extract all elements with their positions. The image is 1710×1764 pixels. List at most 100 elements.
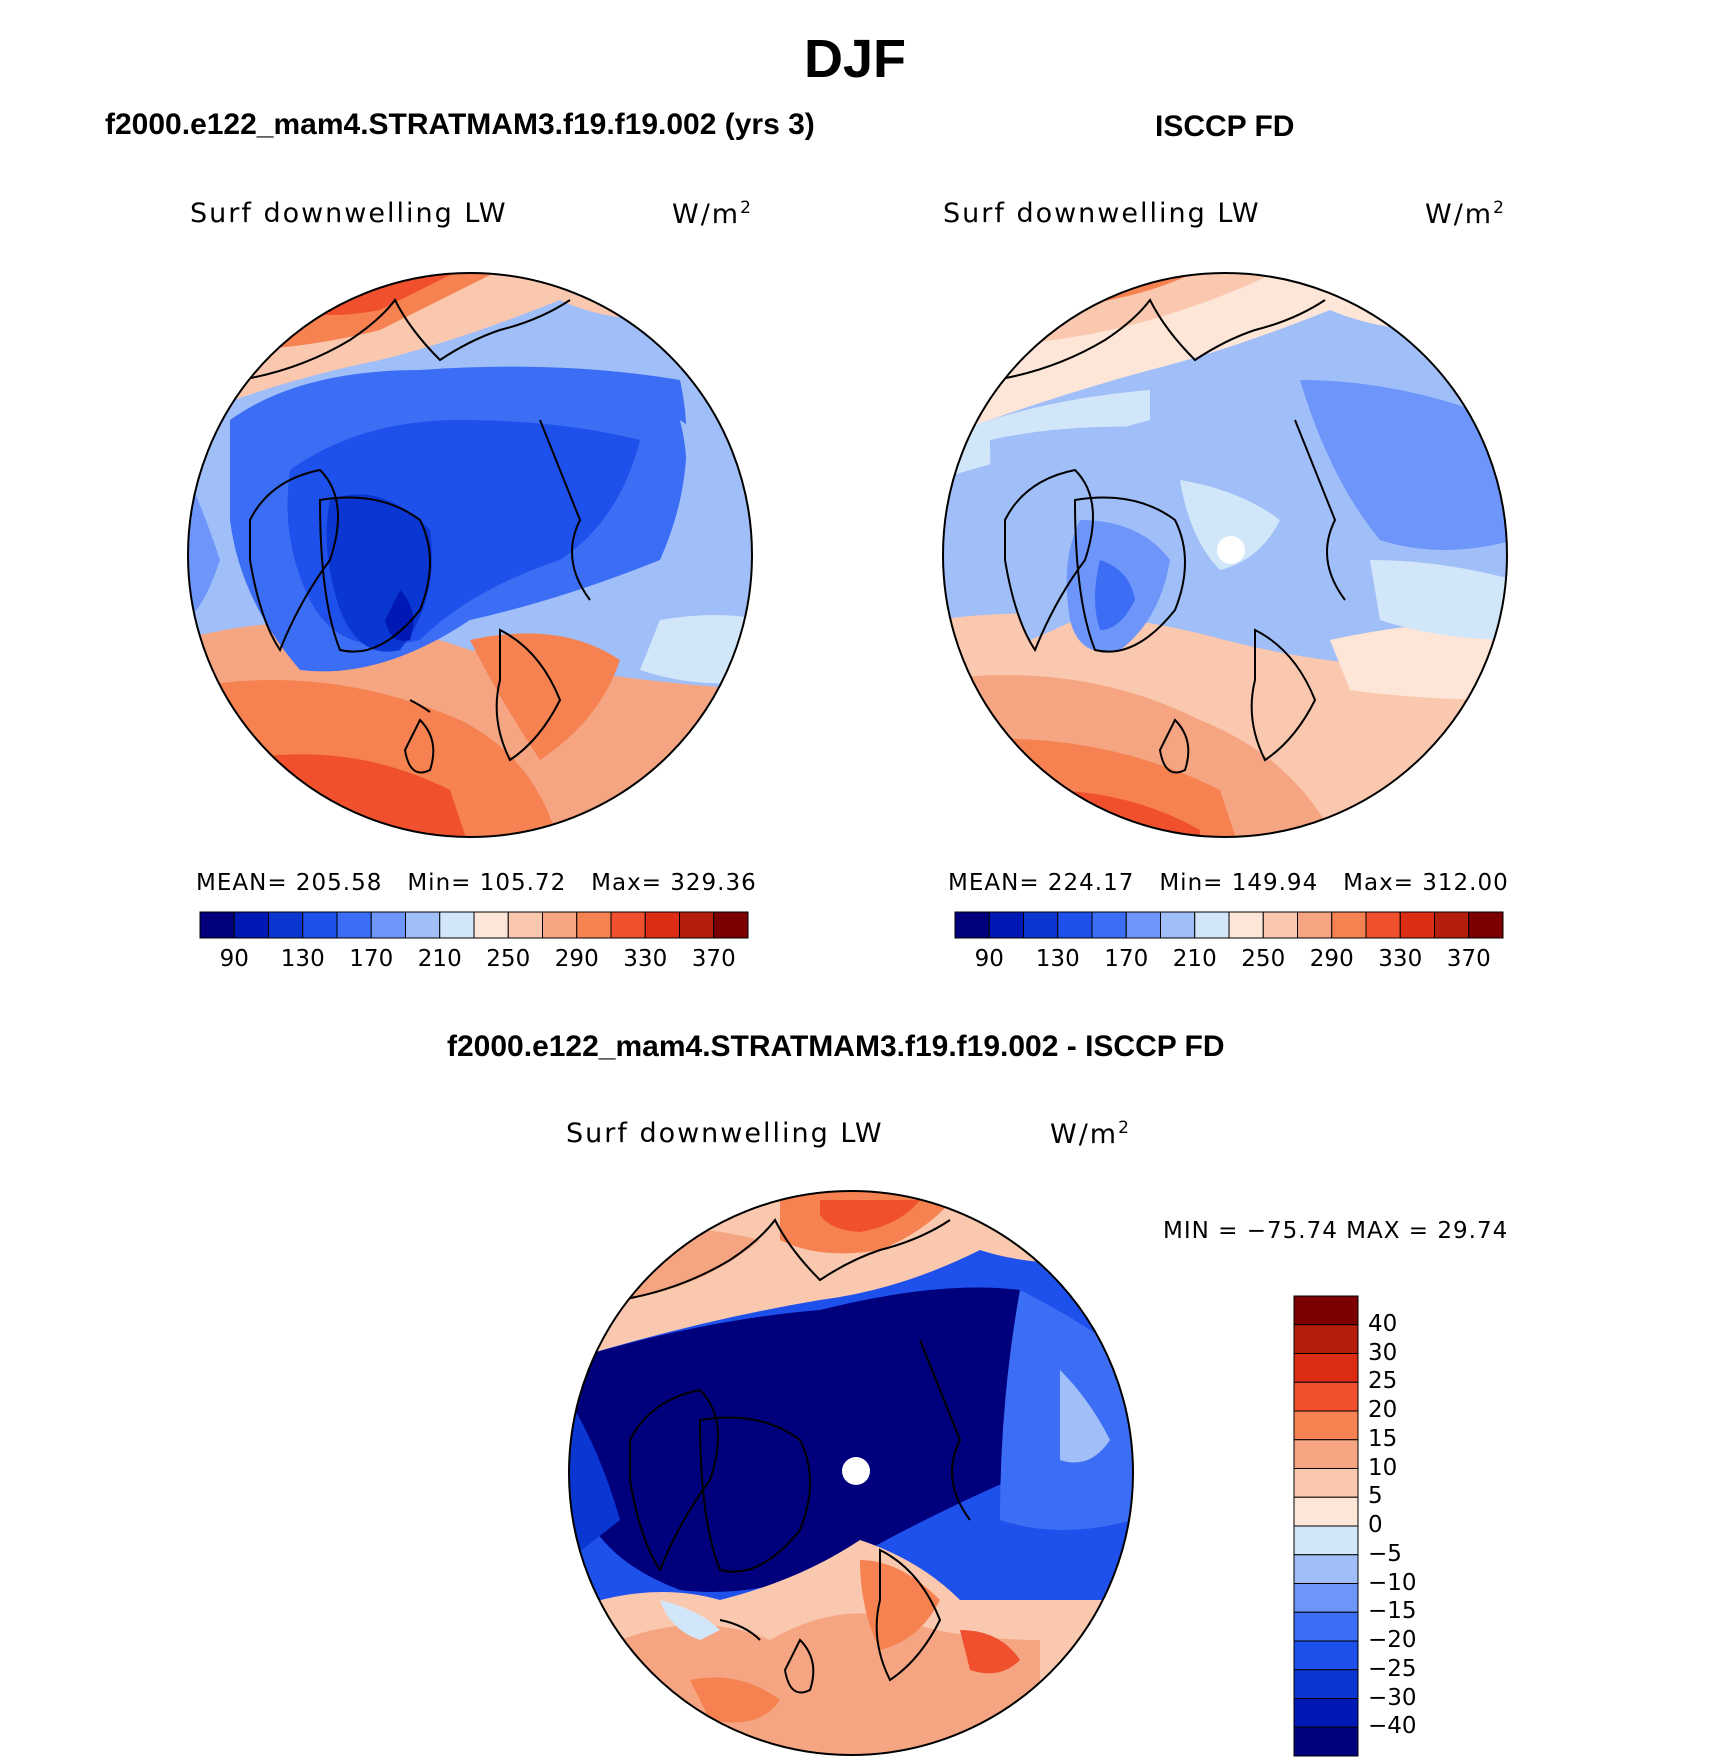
panel1-max: Max= 329.36 <box>591 870 757 896</box>
panel1-colorbar-swatch <box>644 911 680 939</box>
diff-colorbar-swatch <box>1293 1295 1359 1326</box>
panel2-colorbar-tick-label: 370 <box>1446 946 1491 972</box>
panel2-colorbar-swatch <box>1399 911 1435 939</box>
diff-colorbar-tick-label: −20 <box>1368 1627 1417 1653</box>
diff-coastlines <box>619 1218 971 1694</box>
diff-colorbar-swatch <box>1293 1439 1359 1469</box>
panel1-min: Min= 105.72 <box>407 870 567 896</box>
panel1-variable-label: Surf downwelling LW <box>190 198 508 229</box>
panel1-colorbar-swatch <box>302 911 338 939</box>
panel1-colorbar-tick-label: 170 <box>349 946 394 972</box>
panel2-colorbar-swatch <box>1228 911 1264 939</box>
diff-colorbar-tick-label: 15 <box>1368 1425 1398 1452</box>
panel2-colorbar-swatch <box>1160 911 1196 939</box>
diff-colorbar-swatch <box>1293 1640 1359 1671</box>
panel1-colorbar-swatch <box>405 911 441 939</box>
panel1-colorbar-tick-label: 370 <box>691 946 736 972</box>
diff-colorbar-swatch <box>1293 1554 1359 1584</box>
diff-colorbar-swatch <box>1293 1698 1359 1728</box>
diff-colorbar-swatch <box>1293 1583 1359 1613</box>
diff-colorbar-swatch <box>1293 1353 1359 1383</box>
panel1-coastlines <box>239 298 591 774</box>
panel1-stats: MEAN= 205.58 Min= 105.72 Max= 329.36 <box>196 870 757 896</box>
diff-colorbar-tick-label: −25 <box>1368 1655 1417 1682</box>
panel1-colorbar-swatch <box>576 911 612 939</box>
panel1-map <box>188 273 752 837</box>
diff-colorbar-swatch <box>1293 1468 1359 1498</box>
panel1-title: f2000.e122_mam4.STRATMAM3.f19.f19.002 (y… <box>105 108 815 141</box>
panel1-colorbar-swatch <box>713 911 749 939</box>
diff-variable-label: Surf downwelling LW <box>566 1118 884 1149</box>
panel1-colorbar-swatch <box>610 911 646 939</box>
panel2-max: Max= 312.00 <box>1343 870 1509 896</box>
panel2-colorbar-swatch <box>1023 911 1059 939</box>
panel2-colorbar-swatch <box>1262 911 1298 939</box>
diff-units-label: W/m2 <box>1050 1118 1131 1150</box>
panel2-colorbar-swatch <box>1091 911 1127 939</box>
panel1-colorbar-tick-label: 250 <box>486 946 531 972</box>
diff-colorbar-tick-label: 0 <box>1368 1512 1383 1538</box>
diff-colorbar-swatch <box>1293 1381 1359 1412</box>
panel2-units-label: W/m2 <box>1425 198 1506 230</box>
panel2-colorbar-tick-label: 330 <box>1378 946 1423 972</box>
panel2-colorbar-swatch <box>1331 911 1367 939</box>
diff-colorbar-tick-label: −40 <box>1368 1713 1417 1740</box>
diff-colorbar <box>1293 1295 1359 1757</box>
panel1-colorbar-tick-label: 130 <box>280 946 325 972</box>
panel2-colorbar-swatch <box>988 911 1024 939</box>
panel2-coastlines <box>994 298 1346 774</box>
diff-colorbar-swatch <box>1293 1324 1359 1354</box>
diff-colorbar-tick-label: 20 <box>1368 1397 1398 1423</box>
diff-colorbar-tick-label: −10 <box>1368 1569 1417 1596</box>
panel2-colorbar-tick-label: 210 <box>1172 946 1217 972</box>
panel2-colorbar-tick-label: 250 <box>1241 946 1286 972</box>
panel1-colorbar-swatch <box>439 911 475 939</box>
panel1-colorbar-swatch <box>473 911 509 939</box>
panel1-colorbar-swatch <box>233 911 269 939</box>
diff-colorbar-tick-label: 10 <box>1368 1454 1398 1481</box>
panel2-colorbar-tick-label: 130 <box>1035 946 1080 972</box>
figure-title: DJF <box>803 29 906 89</box>
diff-colorbar-swatch <box>1293 1611 1359 1642</box>
panel2-colorbar <box>954 911 1504 939</box>
diff-colorbar-tick-label: −5 <box>1368 1540 1402 1567</box>
panel2-colorbar-swatch <box>1468 911 1504 939</box>
panel1-colorbar-swatch <box>268 911 304 939</box>
panel1-colorbar-tick-label: 90 <box>219 946 249 972</box>
panel1-mean: MEAN= 205.58 <box>196 870 383 896</box>
panel1-colorbar-swatch <box>199 911 235 939</box>
panel2-variable-label: Surf downwelling LW <box>943 198 1261 229</box>
panel1-colorbar-swatch <box>336 911 372 939</box>
panel1-colorbar-tick-label: 330 <box>623 946 668 972</box>
diff-pole-hole <box>842 1457 870 1485</box>
panel1-colorbar-swatch <box>370 911 406 939</box>
panel2-colorbar-tick-label: 170 <box>1104 946 1149 972</box>
diff-colorbar-tick-label: 40 <box>1368 1310 1398 1337</box>
panel1-units-label: W/m2 <box>672 198 753 230</box>
panel1-colorbar <box>199 911 749 939</box>
panel2-colorbar-swatch <box>1365 911 1401 939</box>
diff-colorbar-swatch <box>1293 1525 1359 1556</box>
panel2-colorbar-swatch <box>954 911 990 939</box>
diff-colorbar-tick-label: 5 <box>1368 1483 1383 1510</box>
diff-colorbar-swatch <box>1293 1496 1359 1527</box>
panel1-colorbar-swatch <box>507 911 543 939</box>
panel2-colorbar-tick-label: 90 <box>974 946 1004 972</box>
panel2-colorbar-swatch <box>1057 911 1093 939</box>
diff-colorbar-swatch <box>1293 1410 1359 1441</box>
panel2-pole-hole <box>1217 536 1245 564</box>
diff-colorbar-tick-label: 30 <box>1368 1339 1398 1366</box>
panel2-stats: MEAN= 224.17 Min= 149.94 Max= 312.00 <box>948 870 1509 896</box>
panel1-colorbar-tick-label: 290 <box>554 946 599 972</box>
panel1-colorbar-swatch <box>679 911 715 939</box>
panel1-colorbar-tick-label: 210 <box>417 946 462 972</box>
panel2-mean: MEAN= 224.17 <box>948 870 1135 896</box>
diff-colorbar-tick-label: −15 <box>1368 1598 1417 1625</box>
diff-colorbar-tick-label: −30 <box>1368 1684 1417 1711</box>
diff-colorbar-swatch <box>1293 1669 1359 1699</box>
panel2-min: Min= 149.94 <box>1159 870 1319 896</box>
panel2-colorbar-swatch <box>1434 911 1470 939</box>
diff-colorbar-swatch <box>1293 1726 1359 1757</box>
diff-panel-title: f2000.e122_mam4.STRATMAM3.f19.f19.002 - … <box>447 1030 1225 1063</box>
